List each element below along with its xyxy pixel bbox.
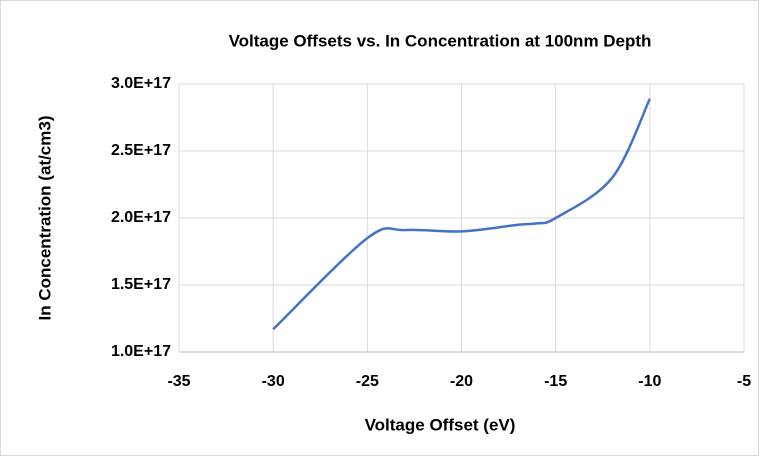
y-tick-label: 1.5E+17 [111, 276, 171, 293]
y-tick-label: 1.0E+17 [111, 343, 171, 360]
x-tick-label: -15 [544, 373, 567, 390]
y-tick-label: 2.5E+17 [111, 142, 171, 159]
chart-title: Voltage Offsets vs. In Concentration at … [229, 31, 652, 50]
x-tick-label: -35 [167, 373, 190, 390]
data-line [272, 98, 651, 331]
x-tick-label: -10 [638, 373, 661, 390]
x-tick-label: -25 [356, 373, 379, 390]
x-tick-label: -30 [262, 373, 285, 390]
x-tick-label: -5 [737, 373, 751, 390]
x-tick-label: -20 [450, 373, 473, 390]
y-tick-label: 2.0E+17 [111, 209, 171, 226]
x-axis-label: Voltage Offset (eV) [365, 415, 516, 434]
y-tick-label: 3.0E+17 [111, 75, 171, 92]
y-axis-label: In Concentration (at/cm3) [35, 116, 54, 321]
